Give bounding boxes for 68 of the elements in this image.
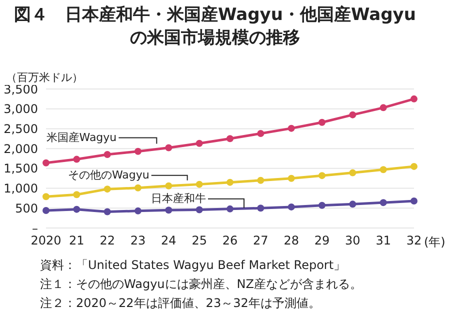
point (380, 166, 387, 174)
y-tick-label: – (32, 221, 38, 236)
chart-title: 図４ 日本産和牛・米国産Wagyu・他国産Wagyuの米国市場規模の推移 (13, 4, 417, 50)
point (318, 118, 326, 126)
point (42, 159, 50, 166)
text: 資料：「United States Wagyu Beef Market Report」 (40, 257, 347, 274)
x-axis-title: (年) (424, 234, 446, 251)
x-tick-label: 23 (130, 234, 146, 248)
x-tick-label: 24 (161, 234, 176, 248)
y-axis-title: （百万米ドル） (6, 70, 83, 85)
point (165, 206, 172, 214)
x-tick-label: 32 (406, 234, 422, 248)
point (288, 203, 295, 210)
point (165, 182, 172, 190)
point (257, 204, 264, 212)
text: 注２：2020～22年は評価値、23～32年は予測値。 (40, 295, 322, 312)
point (42, 193, 50, 200)
x-tick-label: 26 (222, 234, 238, 248)
y-tick-label: 1,500 (4, 162, 38, 176)
point (196, 206, 203, 214)
y-tick-label: 2,500 (4, 122, 38, 136)
point (196, 140, 203, 147)
x-tick-label: 31 (376, 234, 391, 248)
point (410, 162, 418, 170)
point (165, 144, 172, 152)
point (73, 206, 80, 213)
point (134, 207, 142, 214)
y-tick-label: 1,000 (4, 182, 38, 196)
series-label: 米国産Wagyu (46, 130, 117, 144)
point (104, 151, 111, 158)
x-tick-label: 28 (284, 234, 299, 248)
point (104, 186, 111, 193)
point (349, 111, 356, 118)
point (349, 200, 356, 208)
x-tick-label: 30 (345, 234, 360, 248)
point (226, 205, 234, 212)
point (134, 184, 142, 192)
y-tick-label: 2,000 (4, 142, 38, 156)
point (226, 178, 234, 186)
point (288, 124, 295, 132)
point (318, 172, 326, 180)
point (380, 199, 387, 206)
point (349, 169, 356, 176)
point (257, 130, 264, 137)
point (410, 197, 418, 204)
point (226, 135, 234, 142)
point (288, 174, 295, 182)
text: 注１：その他のWagyuには豪州産、NZ産などが含まれる。 (40, 276, 362, 293)
point (134, 148, 142, 155)
point (73, 191, 80, 198)
x-tick-label: 25 (192, 234, 207, 248)
point (196, 180, 203, 188)
x-tick-label: 27 (253, 234, 268, 248)
point (380, 104, 387, 112)
x-tick-label: 29 (314, 234, 330, 248)
point (73, 156, 80, 163)
x-tick-label: 21 (69, 234, 84, 248)
point (410, 95, 418, 102)
y-tick-label: 3,000 (4, 102, 38, 116)
x-tick-label: 2020 (30, 234, 62, 248)
point (318, 202, 326, 209)
x-tick-label: 22 (100, 234, 115, 248)
point (257, 176, 264, 184)
y-tick-label: 500 (15, 201, 38, 216)
series-label: 日本産和牛 (151, 192, 206, 205)
point (104, 208, 111, 216)
point (42, 207, 50, 214)
series-label: その他のWagyu (68, 168, 150, 182)
